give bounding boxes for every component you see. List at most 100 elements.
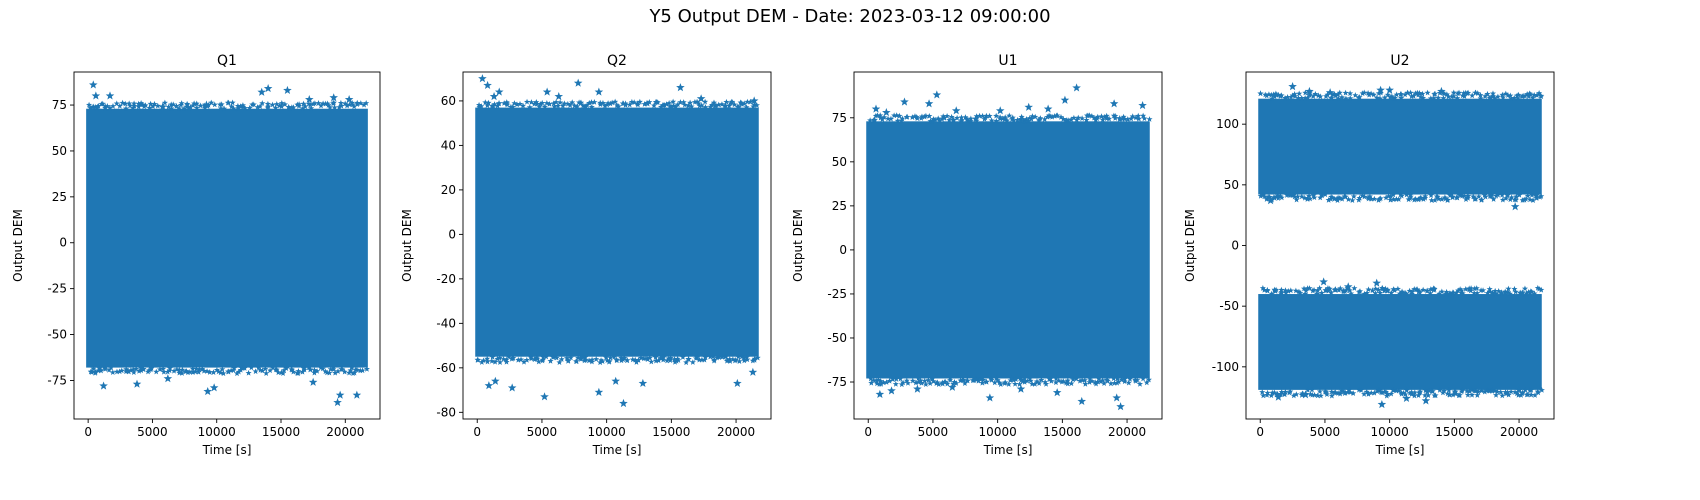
edge-point [931, 116, 939, 123]
edge-point [591, 99, 598, 105]
edge-point [1347, 389, 1354, 396]
edge-point [1491, 94, 1498, 101]
edge-point [354, 99, 361, 106]
edge-point [245, 369, 252, 376]
x-tick-label: 10000 [1371, 425, 1409, 439]
edge-point [1146, 116, 1153, 122]
edge-point [1290, 192, 1297, 199]
edge-point [624, 357, 631, 363]
edge-point [330, 99, 337, 106]
edge-point [153, 368, 160, 375]
edge-point [1114, 379, 1121, 386]
edge-point [170, 367, 178, 374]
edge-point [1393, 387, 1400, 394]
edge-point [1055, 377, 1062, 384]
edge-point [1049, 113, 1056, 120]
edge-point [1132, 114, 1139, 121]
edge-point [1495, 288, 1502, 294]
edge-point [547, 357, 554, 364]
edge-point [1295, 288, 1303, 295]
x-tick-label: 20000 [1108, 425, 1146, 439]
edge-point [1126, 375, 1134, 382]
edge-point [1505, 391, 1512, 398]
edge-point [1088, 378, 1096, 384]
edge-point [1121, 378, 1128, 385]
edge-point [99, 100, 106, 107]
edge-point [1489, 93, 1496, 99]
edge-point [939, 116, 946, 122]
edge-point [528, 355, 535, 362]
edge-point [552, 353, 559, 360]
edge-point [1494, 388, 1501, 395]
edge-point [1412, 90, 1419, 97]
edge-point [327, 366, 334, 372]
outlier-point [1437, 86, 1446, 96]
edge-point [1264, 287, 1271, 294]
edge-point [1292, 287, 1299, 294]
edge-point [1454, 95, 1461, 101]
edge-point [106, 104, 113, 111]
edge-point [1310, 93, 1317, 99]
edge-point [751, 355, 758, 362]
edge-point [1264, 389, 1271, 396]
x-tick-label: 20000 [326, 425, 364, 439]
edge-point [1471, 387, 1478, 394]
edge-point [1350, 390, 1357, 396]
edge-point [582, 356, 589, 363]
edge-point [1434, 193, 1441, 200]
edge-point [1337, 285, 1344, 292]
edge-point [1261, 193, 1268, 200]
edge-point [550, 100, 557, 107]
edge-point [1443, 91, 1450, 98]
edge-point [1515, 392, 1522, 398]
edge-point [633, 359, 640, 365]
edge-point [1259, 285, 1266, 291]
edge-point [491, 101, 498, 107]
edge-point [648, 358, 655, 365]
edge-point [567, 354, 574, 361]
edge-point [896, 112, 903, 119]
outlier-point [882, 108, 891, 117]
edge-point [178, 370, 186, 376]
outlier-point [91, 91, 101, 100]
edge-point [1043, 380, 1050, 387]
edge-point [330, 366, 337, 372]
edge-point [1259, 389, 1266, 395]
edge-point [1106, 115, 1113, 122]
edge-point [482, 99, 489, 106]
edge-point [1508, 194, 1515, 201]
edge-point [492, 358, 499, 365]
edge-point [1381, 287, 1388, 294]
edge-point [1336, 389, 1344, 396]
edge-point [1048, 377, 1055, 384]
edge-point [1395, 387, 1402, 394]
edge-point [1304, 386, 1311, 393]
edge-point [973, 375, 981, 382]
edge-point [1314, 287, 1321, 294]
edge-point [1016, 381, 1023, 387]
edge-point [1505, 285, 1512, 292]
edge-point [1387, 94, 1394, 100]
edge-point [1536, 89, 1543, 96]
data-band-q1-1 [86, 108, 368, 368]
outlier-point [749, 96, 759, 105]
edge-point [1324, 91, 1331, 98]
edge-point [1136, 380, 1143, 387]
edge-point [607, 354, 614, 361]
edge-point [1459, 387, 1466, 394]
outlier-point [344, 95, 354, 104]
edge-point [1033, 378, 1041, 385]
edge-point [1411, 389, 1418, 396]
edge-point [359, 367, 366, 374]
edge-point [871, 117, 878, 123]
edge-point [109, 369, 116, 375]
edge-point [979, 379, 986, 386]
edge-point [113, 100, 120, 107]
outlier-point [333, 397, 342, 407]
edge-point [1533, 195, 1540, 201]
edge-point [478, 103, 485, 109]
edge-point [217, 369, 224, 376]
edge-point [1024, 377, 1031, 384]
edge-point [710, 353, 717, 360]
edge-point [1449, 194, 1456, 201]
